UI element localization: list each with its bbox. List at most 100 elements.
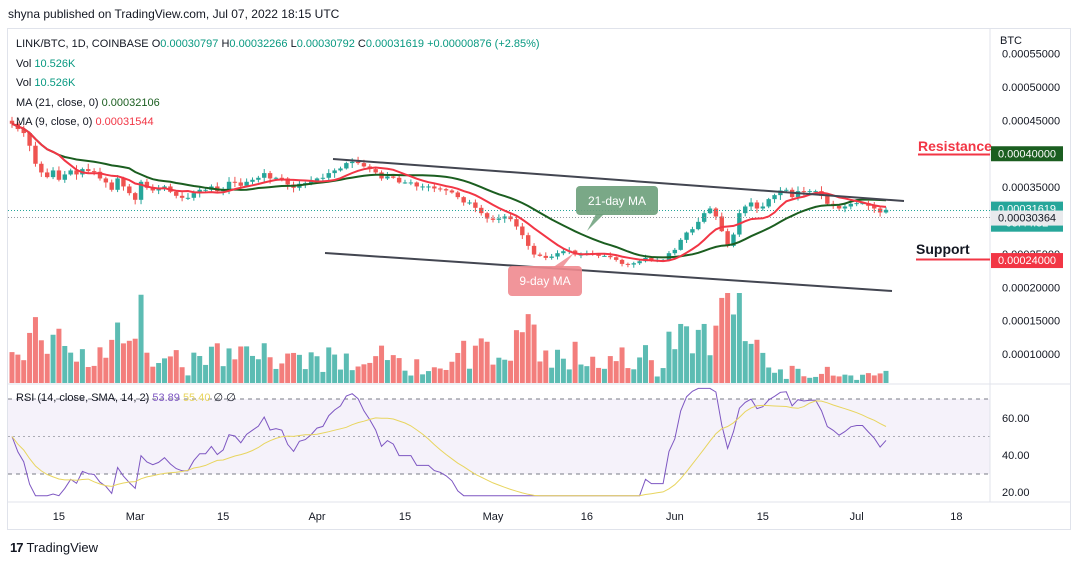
candle-body [490,218,496,220]
candle-body [244,181,249,186]
candle-body [232,181,238,183]
volume-bar [296,354,302,383]
candle-body [121,178,126,187]
volume-bar [150,366,156,383]
candle-body [226,181,232,190]
volume-bar [584,366,590,383]
volume-bar [355,366,361,383]
symbol-label[interactable]: LINK/BTC, 1D, COINBASE [16,38,149,50]
volume-bar [455,352,461,383]
volume-bar [44,353,50,383]
vol-row: Vol 10.526K [16,55,540,75]
candle-body [514,219,519,227]
chart-legend: LINK/BTC, 1D, COINBASE O0.00030797 H0.00… [16,35,540,133]
price-axis-tick: 0.00010000 [1002,349,1060,361]
candle-body [725,231,730,246]
candle-body [238,182,243,186]
price-axis-tick: 0.00015000 [1002,316,1060,328]
candle-body [713,208,719,217]
volume-bar [830,375,836,383]
volume-bar [449,361,455,383]
volume-bar [742,341,748,383]
rsi-sma-value: 55.40 [182,392,211,404]
candle-body [191,193,197,198]
channel-upper-line[interactable] [332,158,905,202]
candle-body [543,255,548,258]
price-tags: 0.000400000.000318370.0003161905:44:520.… [991,146,1063,269]
volume-bar [478,338,484,383]
candle-body [602,255,607,257]
volume-bar [596,367,602,383]
volume-bar [214,343,220,383]
time-axis-tick: 15 [399,511,411,523]
candle-body [842,206,848,209]
ma21-callout[interactable]: 21-day MA [576,186,658,231]
volume-bar [725,293,731,383]
volume-bar [525,314,531,383]
time-axis-tick: 15 [757,511,769,523]
volume-bars [9,293,889,383]
volume-bar [103,357,109,383]
ma21-label[interactable]: MA (21, close, 0) [16,96,99,109]
candle-body [690,229,695,233]
volume-bar [730,314,736,383]
vol2-label[interactable]: Vol [16,77,32,89]
volume-bar [484,341,490,383]
candle-body [443,189,449,191]
volume-bar [660,368,666,383]
time-axis-tick: Apr [308,511,325,523]
candle-body [678,239,683,250]
volume-bar [443,369,449,383]
volume-bar [555,349,561,383]
volume-bar [572,341,578,383]
tradingview-logo-icon: 17 [10,540,24,555]
time-axis-tick: Mar [126,511,145,523]
channel-lower-line[interactable] [324,252,893,292]
volume-bar [120,343,126,383]
volume-bar [21,360,27,383]
footer: 17 TradingView [10,540,98,555]
volume-bar [590,356,596,383]
volume-bar [291,352,297,383]
rsi-axis-tick: 40.00 [1002,450,1030,462]
candle-body [766,199,771,207]
candle-body [62,174,67,180]
volume-bar [560,358,566,383]
ma9-callout[interactable]: 9-day MA [508,253,582,296]
volume-bar [249,355,255,383]
volume-bar [766,367,772,383]
ma21-callout-text: 21-day MA [588,194,646,208]
volume-bar [566,369,572,383]
volume-bar [836,376,842,383]
vol-label[interactable]: Vol [16,57,32,70]
volume-bar [144,352,150,383]
candle-body [684,232,689,240]
resistance-label[interactable]: Resistance [918,138,992,154]
candle-body [285,178,290,185]
volume-bar [613,361,619,383]
volume-bar [807,377,813,383]
volume-bar [707,355,713,383]
volume-bar [197,356,203,383]
support-label[interactable]: Support [916,241,970,257]
volume-bar [185,375,191,383]
candle-body [256,177,261,180]
price-tag-text: 0.00024000 [998,255,1056,267]
volume-bar [156,363,162,383]
volume-bar [648,360,654,383]
candle-body [262,173,267,178]
candle-body [502,216,507,219]
rsi-axis[interactable]: 60.00 40.00 20.00 [1002,413,1030,499]
candle-body [33,145,38,164]
candle-body [649,257,654,260]
rsi-label[interactable]: RSI (14, close, SMA, 14, 2) [16,392,150,404]
volume-bar [109,339,115,383]
volume-bar [789,365,795,383]
volume-bar [379,345,385,383]
ma9-label[interactable]: MA (9, close, 0) [16,116,93,128]
volume-bar [513,330,519,383]
currency-label[interactable]: BTC [1000,35,1022,47]
time-axis[interactable]: 15 Mar 15 Apr 15 May 16 Jun 15 Jul 18 [53,511,963,523]
price-axis-tick: 0.00055000 [1002,49,1060,61]
